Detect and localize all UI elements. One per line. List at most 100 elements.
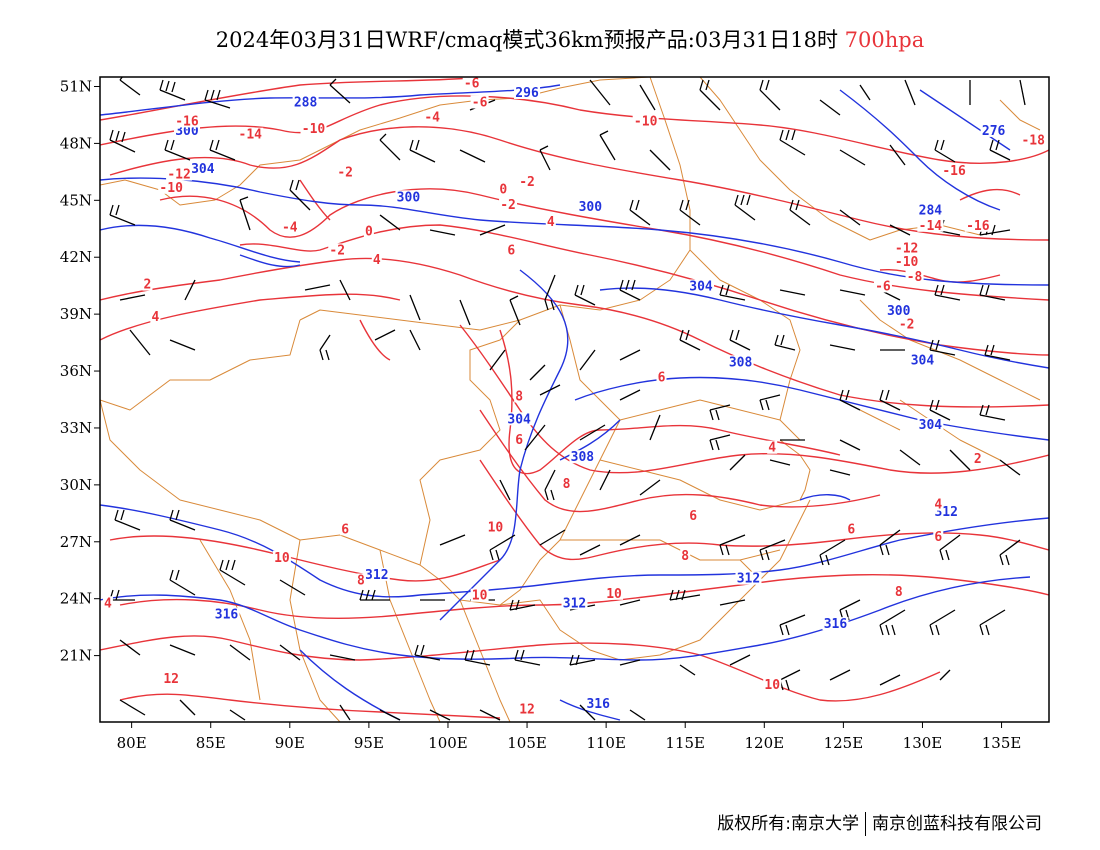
height-contour-label: 316 [586, 697, 610, 712]
height-contour-label: 308 [729, 355, 753, 370]
height-contour-label-bg [727, 355, 754, 369]
height-contour-label: 304 [911, 353, 935, 368]
temperature-contour-label-bg [561, 476, 572, 490]
temperature-contour-label: -6 [464, 76, 480, 91]
height-contour-label-bg [514, 85, 541, 99]
footer-credit: 版权所有:南京大学 南京创蓝科技有限公司 [717, 809, 1042, 836]
temperature-contour-label: -2 [337, 166, 353, 181]
height-contour-label-bg [917, 203, 944, 217]
temperature-contour-label-bg [632, 114, 659, 128]
temperature-contour-label: -4 [424, 111, 440, 126]
temperature-contour-label-bg [545, 214, 556, 228]
height-contour-label: 304 [191, 162, 215, 177]
height-contour-label-bg [213, 607, 240, 621]
temperature-contour-label: 2 [144, 278, 152, 293]
temperature-contour-label-bg [173, 114, 200, 128]
temperature-contour-label: -16 [966, 219, 990, 234]
temperature-contour-label: -10 [302, 122, 326, 137]
temperature-contour-label: 8 [895, 585, 903, 600]
title-main: 2024年03月31日WRF/cmaq模式36km预报产品:03月31日18时 [215, 28, 838, 52]
height-contour-label-bg [688, 279, 715, 293]
temperature-contour-label-bg [1020, 133, 1047, 147]
height-contour-label: 276 [982, 124, 1006, 139]
wind-barbs [109, 77, 1026, 721]
height-contour-label-bg [577, 199, 604, 213]
temperature-contour-label: -12 [167, 168, 190, 183]
temperature-contour-label: -14 [919, 219, 943, 234]
lon-tick-label: 120E [745, 734, 785, 752]
height-contour-label-bg [822, 617, 849, 631]
temperature-contour-label: 10 [606, 587, 622, 602]
temperature-contour-label: 6 [507, 243, 515, 258]
lat-tick-label: 51N [60, 77, 92, 95]
temperature-contour-label-bg [498, 182, 509, 196]
height-contour-label: 288 [294, 95, 318, 110]
temperature-contour-label-bg [150, 309, 161, 323]
height-contour-label-bg [569, 450, 596, 464]
height-contour-label: 300 [579, 200, 603, 215]
height-contour-label-bg [735, 571, 762, 585]
temperature-contour-label: 4 [768, 441, 776, 456]
temperature-contour-label: -2 [329, 243, 345, 258]
height-contour-label-bg [189, 161, 216, 175]
height-contour-label: 300 [397, 190, 421, 205]
height-contours [100, 84, 1049, 721]
temperature-contour-label-bg [371, 252, 382, 266]
height-contour-label: 316 [824, 617, 848, 632]
temperature-contour-label: 4 [373, 253, 381, 268]
temperature-contour-label: -10 [634, 114, 658, 129]
temperature-contour-label: -12 [895, 242, 918, 257]
temperature-contour-label-bg [272, 550, 291, 564]
temperature-contour-label: -16 [175, 114, 199, 129]
temperature-contour-label-bg [336, 165, 355, 179]
temperature-contour-label: -10 [895, 255, 919, 270]
height-contour-label-bg [909, 353, 936, 367]
temperature-contour-label: -10 [159, 181, 183, 196]
lon-tick-label: 95E [354, 734, 384, 752]
temperature-contour-label-bg [763, 677, 782, 691]
temperature-contour-label-bg [688, 509, 699, 523]
temperature-contour-label-bg [518, 702, 537, 716]
temperature-contour-label-bg [506, 243, 517, 257]
temperature-contour-label: 8 [681, 549, 689, 564]
temperature-contour-label: -2 [899, 317, 915, 332]
temperature-contour-label: 6 [847, 522, 855, 537]
lat-tick-label: 24N [60, 590, 92, 608]
temperature-contour-label: 4 [934, 498, 942, 513]
temperature-contour-label: 10 [488, 520, 504, 535]
chart-title: 2024年03月31日WRF/cmaq模式36km预报产品:03月31日18时 … [0, 24, 1100, 54]
height-contour-label: 304 [919, 418, 943, 433]
temperature-contour-label-bg [893, 241, 920, 255]
lon-tick-label: 90E [275, 734, 305, 752]
temperature-contour-label: 6 [515, 433, 523, 448]
temperature-contour-label-bg [300, 122, 327, 136]
lat-tick-label: 33N [60, 419, 92, 437]
temperature-contour-label-bg [328, 243, 347, 257]
temperature-contour-label: -2 [519, 175, 535, 190]
temperature-contour-label: 6 [934, 530, 942, 545]
temperature-contour-label: 6 [689, 509, 697, 524]
temperature-contour-label: 4 [104, 596, 112, 611]
latitude-axis: 51N 48N 45N 42N 39N 36N 33N 30N 27N 24N 21N [60, 77, 100, 665]
temperature-contour-label-bg [941, 163, 968, 177]
temperature-contour-label-bg [893, 254, 920, 268]
temperature-contour-label-bg [893, 584, 904, 598]
temperature-contour-label: 10 [274, 551, 290, 566]
temperature-contour-label-bg [158, 180, 185, 194]
map-frame [99, 76, 1050, 723]
temperature-contour-label-bg [166, 167, 193, 181]
temperature-contour-label-bg [873, 279, 892, 293]
temperature-contour-label: 2 [974, 452, 982, 467]
height-contour-label: 312 [737, 572, 760, 587]
height-contour-label: 316 [215, 608, 239, 623]
temperature-contour-label-bg [142, 277, 153, 291]
height-contour-label-bg [506, 412, 533, 426]
lon-tick-label: 100E [428, 734, 468, 752]
temperature-contour-label: -8 [907, 270, 923, 285]
temperature-contour-label: 8 [357, 574, 365, 589]
height-contour-label: 300 [887, 304, 911, 319]
temperature-contour-label-bg [917, 218, 944, 232]
height-contour-label: 284 [919, 204, 943, 219]
longitude-axis: 80E 85E 90E 95E 100E 105E 110E 115E 120E 125E 130E… [117, 722, 1021, 752]
